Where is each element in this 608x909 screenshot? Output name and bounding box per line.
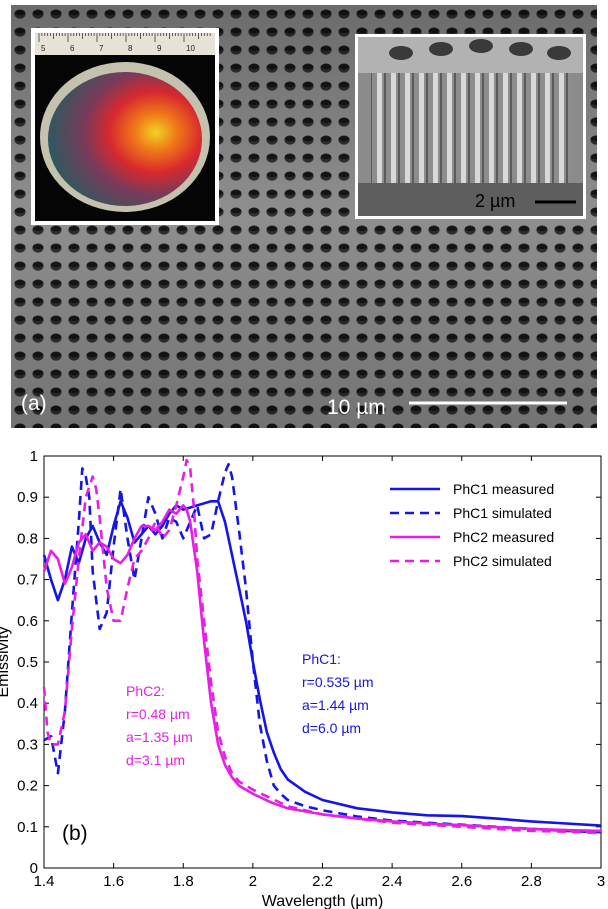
legend-label: PhC1 simulated	[453, 505, 552, 521]
legend-label: PhC2 measured	[453, 529, 554, 545]
x-tick-label: 1.8	[173, 873, 194, 890]
x-tick-label: 2	[249, 873, 257, 890]
svg-text:d=3.1 µm: d=3.1 µm	[126, 752, 185, 768]
ruler-number: 9	[157, 44, 162, 53]
svg-text:PhC2:: PhC2:	[126, 683, 165, 699]
x-axis-label: Wavelength (µm)	[262, 893, 384, 909]
x-tick-label: 1.6	[103, 873, 124, 890]
y-tick-label: 0.1	[17, 819, 38, 836]
x-tick-label: 3	[597, 873, 605, 890]
svg-text:a=1.44 µm: a=1.44 µm	[302, 697, 369, 713]
svg-text:r=0.535 µm: r=0.535 µm	[302, 674, 374, 690]
wafer-photo-inset: 5 6 7 8 9 10	[31, 28, 219, 225]
y-tick-label: 0.4	[17, 695, 38, 712]
phc2-annotation: PhC2: r=0.48 µm a=1.35 µm d=3.1 µm	[126, 683, 193, 768]
phc1-annotation: PhC1: r=0.535 µm a=1.44 µm d=6.0 µm	[302, 651, 374, 736]
panel-a-label: (a)	[21, 392, 47, 415]
legend-label: PhC2 simulated	[453, 553, 552, 569]
legend: PhC1 measured PhC1 simulated PhC2 measured…	[390, 481, 554, 569]
y-tick-label: 0	[30, 860, 38, 877]
y-tick-label: 0.5	[17, 654, 38, 671]
ruler-number: 7	[99, 44, 104, 53]
x-tick-label: 2.2	[312, 873, 333, 890]
ruler-number: 6	[70, 44, 75, 53]
x-tick-label: 2.4	[382, 873, 403, 890]
y-tick-label: 0.3	[17, 736, 38, 753]
ruler-number: 10	[186, 44, 195, 53]
sem-image-panel: 5 6 7 8 9 10 2 µm (a) 10 µm	[11, 5, 597, 428]
legend-label: PhC1 measured	[453, 481, 554, 497]
emissivity-chart: 1.4 1.6 1.8 2 2.2 2.4 2.6 2.8 300.10.20.30.40.50…	[0, 440, 608, 909]
y-tick-label: 0.8	[17, 530, 38, 547]
cross-section-inset: 2 µm	[355, 34, 586, 219]
y-tick-label: 0.6	[17, 613, 38, 630]
ruler-number: 8	[128, 44, 133, 53]
inset-scale-label: 2 µm	[475, 191, 515, 211]
main-scale-label: 10 µm	[327, 396, 386, 419]
y-tick-label: 0.9	[17, 489, 38, 506]
x-tick-label: 2.8	[521, 873, 542, 890]
x-tick-label: 2.6	[451, 873, 472, 890]
svg-text:d=6.0 µm: d=6.0 µm	[302, 720, 361, 736]
y-tick-label: 0.2	[17, 778, 38, 795]
svg-text:r=0.48 µm: r=0.48 µm	[126, 706, 190, 722]
y-axis-label: Emissivity	[0, 626, 12, 697]
y-tick-label: 1	[30, 448, 38, 465]
svg-text:PhC1:: PhC1:	[302, 651, 341, 667]
y-tick-label: 0.7	[17, 572, 38, 589]
ruler-number: 5	[41, 44, 46, 53]
panel-b-label: (b)	[62, 822, 88, 845]
svg-text:a=1.35 µm: a=1.35 µm	[126, 729, 193, 745]
